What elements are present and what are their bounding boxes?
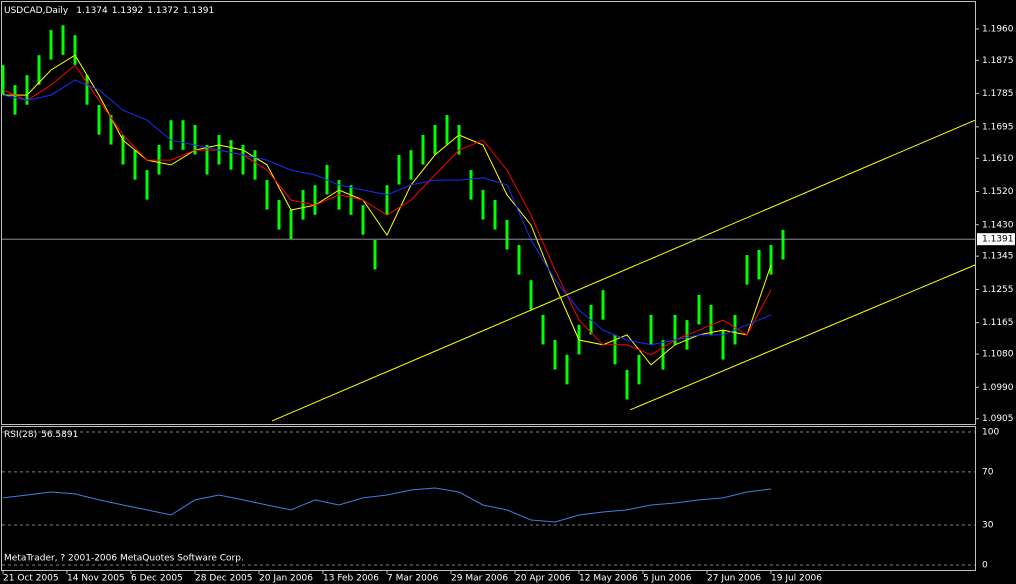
y-tick-label: 1.0990 <box>982 383 1014 393</box>
indicator-label: RSI(28) <box>4 430 37 440</box>
y-tick-label: 1.1695 <box>982 122 1014 132</box>
x-tick-label: 29 Mar 2006 <box>451 574 508 584</box>
x-tick-label: 5 Jun 2006 <box>643 574 692 584</box>
indicator-line <box>2 487 772 523</box>
indicator-tick-label: 0 <box>982 560 988 570</box>
y-tick-label: 1.1255 <box>982 285 1014 295</box>
trend-line <box>629 264 976 411</box>
x-tick-label: 28 Dec 2005 <box>195 574 253 584</box>
y-tick-label: 1.1080 <box>982 350 1014 360</box>
indicator-panel <box>1 426 976 571</box>
price-panel <box>1 1 976 425</box>
indicator-tick-label: 100 <box>982 427 999 437</box>
x-tick-label: 12 May 2006 <box>579 574 638 584</box>
x-tick-label: 13 Feb 2006 <box>323 574 379 584</box>
x-tick-label: 21 Oct 2005 <box>3 574 59 584</box>
x-tick-label: 19 Jul 2006 <box>771 574 822 584</box>
last-price-label: 1.1391 <box>982 235 1014 245</box>
y-tick-label: 1.1430 <box>982 220 1014 230</box>
y-tick-label: 1.1345 <box>982 252 1014 262</box>
footer: MetaTrader, ? 2001-2006 MetaQuotes Softw… <box>4 554 244 564</box>
last-price-box <box>977 233 1015 246</box>
indicator-value: 56.5891 <box>41 430 78 440</box>
moving-average <box>3 54 772 366</box>
trend-line <box>271 119 976 422</box>
y-tick-label: 1.1165 <box>982 318 1014 328</box>
x-tick-label: 14 Nov 2005 <box>67 574 125 584</box>
x-tick-label: 27 Jun 2006 <box>707 574 761 584</box>
header-value: 1.1391 <box>183 6 215 16</box>
y-tick-label: 1.1875 <box>982 56 1014 66</box>
moving-average <box>2 79 772 346</box>
header-value: 1.1374 <box>76 6 108 16</box>
y-tick-label: 1.1610 <box>982 154 1014 164</box>
x-tick-label: 20 Apr 2006 <box>515 574 571 584</box>
y-tick-label: 1.1520 <box>982 187 1014 197</box>
moving-average <box>2 64 772 356</box>
x-tick-label: 20 Jan 2006 <box>259 574 313 584</box>
header-value: 1.1392 <box>112 6 144 16</box>
chart-title: USDCAD,Daily <box>4 6 69 16</box>
indicator-header: RSI(28) 56.5891 <box>4 430 78 440</box>
indicator-tick-label: 30 <box>982 521 994 531</box>
y-tick-label: 1.1960 <box>982 24 1014 34</box>
y-tick-label: 1.1785 <box>982 89 1014 99</box>
x-tick-label: 7 Mar 2006 <box>387 574 439 584</box>
header-value: 1.1372 <box>147 6 179 16</box>
x-tick-label: 6 Dec 2005 <box>131 574 183 584</box>
indicator-tick-label: 70 <box>982 467 994 477</box>
chart-header: USDCAD,Daily 1.1374 1.1392 1.1372 1.1391 <box>4 6 214 16</box>
y-tick-label: 1.0905 <box>982 414 1014 424</box>
